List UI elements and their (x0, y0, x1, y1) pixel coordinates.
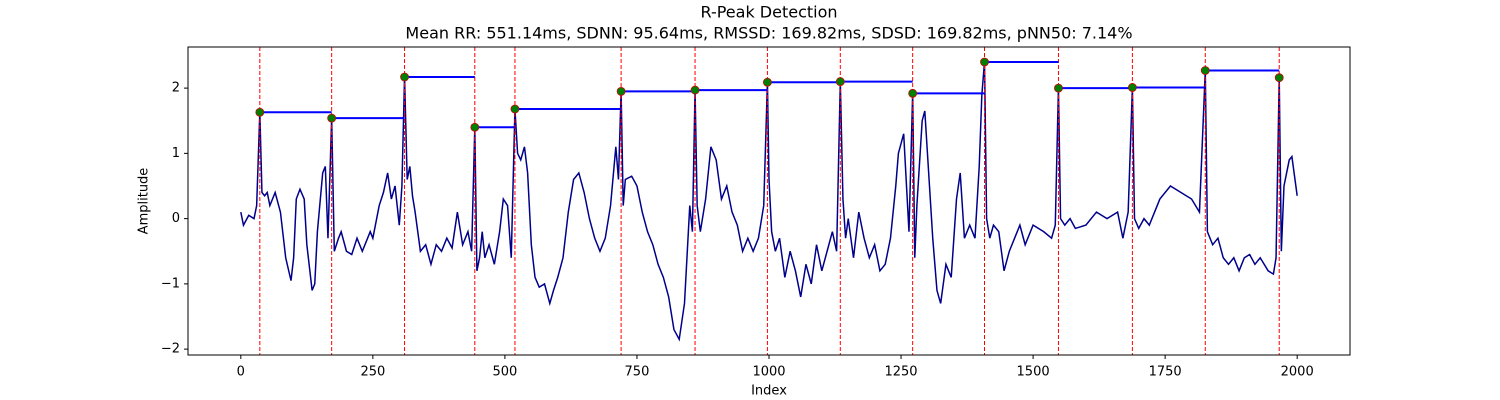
y-tick-label: 1 (172, 146, 180, 161)
chart-subtitle: Mean RR: 551.14ms, SDNN: 95.64ms, RMSSD:… (405, 24, 1132, 43)
x-tick-label: 1250 (884, 365, 917, 380)
chart-title: R-Peak Detection (700, 3, 837, 22)
x-tick-label: 1500 (1017, 365, 1050, 380)
r-peak (1200, 66, 1210, 75)
r-peak (1127, 83, 1137, 92)
r-peak (835, 77, 845, 86)
y-axis-label: Amplitude (137, 168, 152, 235)
y-tick-label: 0 (172, 211, 180, 226)
x-tick-label: 1750 (1149, 365, 1182, 380)
x-axis-label: Index (751, 384, 787, 399)
x-tick-label: 1000 (752, 365, 785, 380)
r-peak (470, 122, 480, 132)
y-tick-label: −2 (161, 342, 180, 357)
r-peak (327, 113, 337, 123)
r-peak (980, 57, 989, 67)
r-peak (510, 104, 520, 114)
y-tick-label: 2 (172, 81, 180, 96)
r-peak (763, 77, 772, 87)
x-tick-label: 500 (492, 365, 517, 380)
x-tick-label: 2000 (1281, 365, 1314, 380)
x-tick-label: 250 (360, 365, 385, 380)
r-peak (1054, 83, 1063, 93)
x-tick-label: 0 (237, 365, 245, 380)
r-peak (1274, 73, 1284, 83)
signal-line (240, 61, 1298, 342)
r-peak (908, 88, 918, 98)
r-peak (690, 85, 700, 95)
r-peak (400, 72, 409, 82)
r-peak (255, 107, 265, 117)
plot-frame (187, 46, 1351, 356)
x-tick-label: 750 (625, 365, 650, 380)
y-tick-label: −1 (161, 276, 180, 291)
r-peak (616, 86, 626, 96)
